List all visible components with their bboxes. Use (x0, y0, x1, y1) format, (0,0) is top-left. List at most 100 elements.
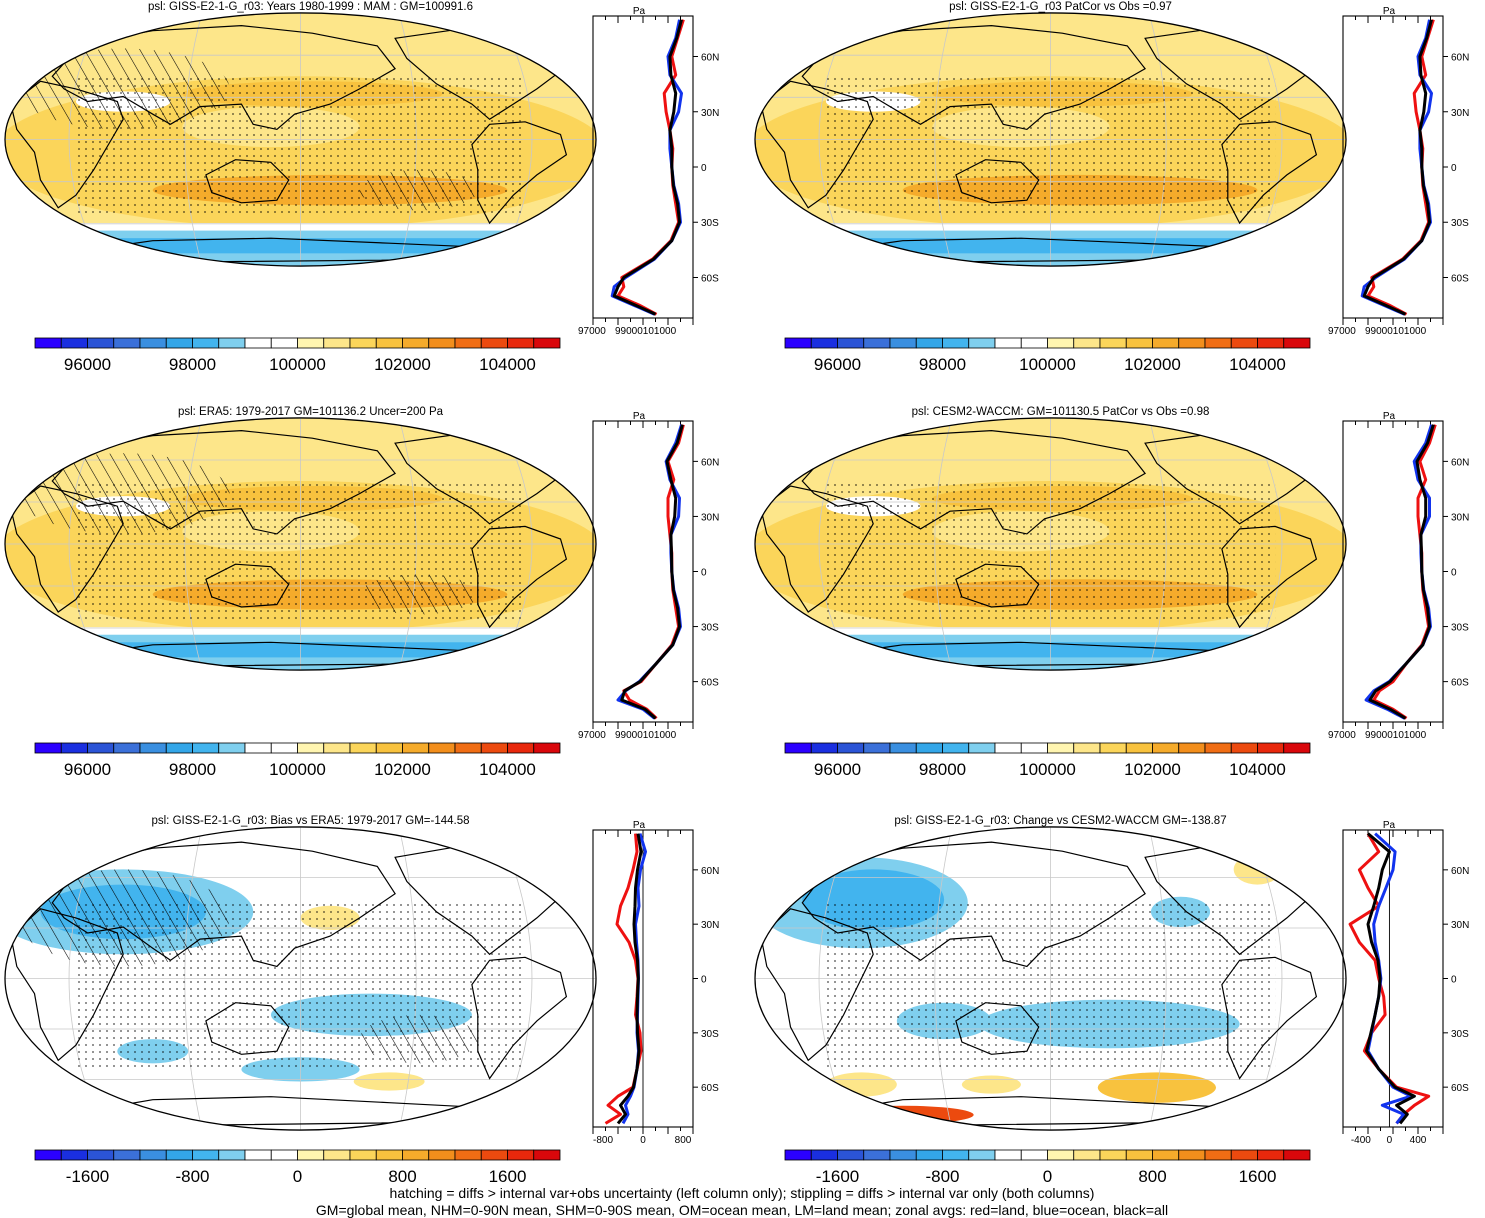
colorbar-swatch (165, 1149, 193, 1161)
hatching (16, 869, 230, 967)
hatching (16, 453, 230, 534)
colorbar-swatch (1125, 337, 1153, 349)
colorbar-swatch (1283, 337, 1311, 349)
colorbar-swatch (968, 742, 996, 754)
lat-tick-label: 0 (1451, 975, 1457, 986)
colorbar-label: 0 (1043, 1167, 1052, 1186)
colorbar-label: 800 (388, 1167, 416, 1186)
colorbar-swatch (323, 337, 351, 349)
panel-title: psl: GISS-E2-1-G_r03: Bias vs ERA5: 1979… (151, 815, 469, 827)
colorbar-label: 102000 (1124, 760, 1181, 779)
colorbar-swatch (113, 742, 141, 754)
colorbar-swatch (375, 337, 403, 349)
zonal-units: Pa (1383, 6, 1396, 17)
colorbar-swatch (192, 337, 220, 349)
lat-tick-label: 60S (701, 678, 719, 689)
zonal-series-all (1365, 832, 1416, 1125)
colorbar-swatch (244, 337, 272, 349)
zonal-plot: Pa 60N 30N 0 30S 60S -800 0 800 (592, 820, 719, 1146)
colorbar-swatch (297, 1149, 325, 1161)
colorbar-label: 104000 (479, 355, 536, 374)
colorbar-swatch (1125, 1149, 1153, 1161)
colorbar-label: 98000 (919, 355, 966, 374)
footer-line-2: GM=global mean, NHM=0-90N mean, SHM=0-90… (316, 1202, 1168, 1218)
colorbar-swatch (1020, 337, 1048, 349)
colorbar-label: 98000 (169, 760, 216, 779)
stippling (825, 902, 1276, 1070)
colorbar-swatch (784, 337, 812, 349)
colorbar-swatch (837, 1149, 865, 1161)
colorbar-swatch (113, 337, 141, 349)
lat-tick-label: 30N (701, 108, 719, 119)
colorbar-swatch (1152, 1149, 1180, 1161)
coastline-greenland (488, 17, 562, 45)
zonal-plot: Pa 60N 30N 0 30S 60S 97000 99000101000 (1328, 411, 1469, 741)
zonal-plot: Pa 60N 30N 0 30S 60S 97000 99000101000 (578, 411, 719, 741)
value-tick-label: 97000 (578, 326, 606, 337)
colorbar-swatch (1230, 337, 1258, 349)
zonal-units: Pa (1383, 820, 1396, 831)
colorbar-swatch (507, 337, 535, 349)
colorbar-swatch (428, 742, 456, 754)
coastline-greenland (1238, 17, 1312, 45)
colorbar-swatch (1073, 742, 1101, 754)
map-field (755, 417, 1346, 671)
colorbar-swatch (1257, 337, 1285, 349)
colorbar-swatch (139, 337, 167, 349)
colorbar-swatch (1178, 337, 1206, 349)
value-tick-label: 0 (640, 1135, 646, 1146)
colorbar-label: 100000 (269, 760, 326, 779)
map-field (4, 417, 596, 671)
colorbar-label: 104000 (1229, 355, 1286, 374)
lat-tick-label: 0 (1451, 163, 1457, 174)
colorbar-swatch (454, 1149, 482, 1161)
colorbar-swatch (1047, 1149, 1075, 1161)
colorbar-swatch (34, 1149, 62, 1161)
value-tick-label: -800 (593, 1135, 613, 1146)
lat-tick-label: 0 (701, 568, 707, 579)
colorbar-swatch (375, 742, 403, 754)
zonal-plot: Pa 60N 30N 0 30S 60S 97000 99000101000 (1328, 6, 1469, 337)
colorbar-swatch (1047, 337, 1075, 349)
colorbar-swatch (192, 1149, 220, 1161)
colorbar-label: -800 (175, 1167, 209, 1186)
colorbar-swatch (863, 337, 891, 349)
colorbar-label: 102000 (1124, 355, 1181, 374)
colorbar-swatch (1020, 1149, 1048, 1161)
colorbar-swatch (507, 742, 535, 754)
colorbar-swatch (349, 1149, 377, 1161)
colorbar-swatch (60, 337, 88, 349)
colorbar-swatch (428, 337, 456, 349)
zonal-units: Pa (633, 411, 646, 422)
value-tick-label: -400 (1351, 1135, 1371, 1146)
colorbar-swatch (994, 742, 1022, 754)
zonal-series-all (612, 19, 683, 316)
colorbar-swatch (915, 1149, 943, 1161)
colorbar-swatch (34, 742, 62, 754)
colorbar-swatch (349, 742, 377, 754)
value-tick-label: 400 (1410, 1135, 1427, 1146)
colorbar-swatch (994, 337, 1022, 349)
colorbar-swatch (810, 1149, 838, 1161)
lat-tick-label: 30N (701, 920, 719, 931)
colorbar-swatch (1099, 337, 1127, 349)
panel-2: psl: GISS-E2-1-G_r03 PatCor vs Obs =0.97… (754, 1, 1469, 374)
colorbar-swatch (402, 337, 430, 349)
colorbar: 96000 98000 100000 102000 104000 (784, 742, 1311, 779)
value-tick-label: 97000 (578, 730, 606, 741)
colorbar: -1600 -800 0 800 1600 (34, 1149, 561, 1186)
colorbar-swatch (218, 742, 246, 754)
zonal-units: Pa (1383, 411, 1396, 422)
colorbar-swatch (323, 1149, 351, 1161)
colorbar-swatch (349, 337, 377, 349)
colorbar-swatch (244, 1149, 272, 1161)
colorbar: 96000 98000 100000 102000 104000 (34, 742, 561, 779)
zonal-units: Pa (633, 820, 646, 831)
zonal-series-land (622, 424, 685, 720)
panel-4: psl: CESM2-WACCM: GM=101130.5 PatCor vs … (754, 406, 1469, 779)
panel-title: psl: GISS-E2-1-G_r03: Change vs CESM2-WA… (894, 815, 1226, 827)
colorbar-swatch (1283, 742, 1311, 754)
colorbar-swatch (968, 1149, 996, 1161)
lat-tick-label: 60N (701, 53, 719, 64)
colorbar-swatch (244, 742, 272, 754)
